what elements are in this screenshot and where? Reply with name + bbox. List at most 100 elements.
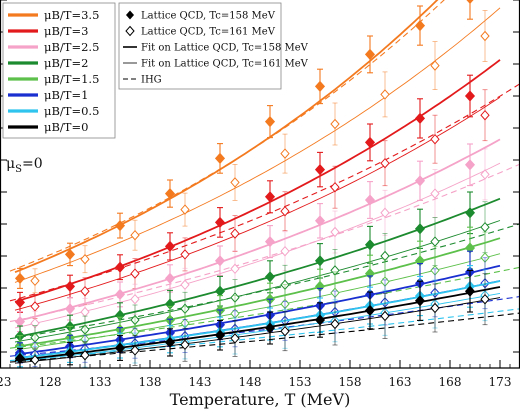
legend-mu-label: μB/T=1 [44, 88, 88, 102]
filled-point [114, 342, 126, 354]
open-point [230, 228, 240, 239]
open-point [280, 205, 290, 217]
filled-point [264, 191, 276, 203]
legend-mu-label: μB/T=0.5 [44, 104, 99, 118]
open-point [230, 333, 240, 344]
legend-style-label: IHG [141, 75, 162, 86]
filled-point [64, 303, 76, 315]
filled-point [414, 20, 426, 32]
x-tick-label: 123 [0, 375, 11, 389]
fit-161-line-3 [14, 220, 501, 343]
filled-point [364, 304, 376, 316]
filled-point [264, 236, 276, 248]
open-point [330, 226, 340, 238]
open-point [130, 229, 140, 241]
x-tick-label: 163 [389, 375, 412, 389]
legend-style-item: IHG [123, 75, 162, 86]
open-point [480, 169, 490, 180]
open-point [80, 349, 90, 361]
fit-161-line-7 [14, 297, 501, 364]
filled-point [114, 220, 126, 232]
filled-point [314, 80, 326, 92]
x-tick-label: 158 [339, 375, 362, 389]
open-point [80, 306, 90, 318]
filled-point [464, 90, 476, 102]
filled-point [464, 285, 476, 297]
legend-style: Lattice QCD, Tc=158 MeV Lattice QCD, Tc=1… [118, 2, 309, 90]
filled-point [314, 164, 326, 176]
legend-style-box [118, 2, 282, 90]
filled-point [264, 322, 276, 334]
x-tick-label: 148 [239, 375, 262, 389]
x-tick-label: 173 [489, 375, 512, 389]
filled-point [14, 352, 26, 364]
open-point [280, 325, 290, 337]
filled-point [264, 116, 276, 128]
x-tick-label: 128 [39, 375, 62, 389]
filled-point [14, 316, 26, 328]
open-point [280, 245, 290, 257]
legend-style-item: Fit on Lattice QCD, Tc=161 MeV [123, 59, 309, 70]
legend-mu-label: μB/T=0 [44, 120, 88, 134]
x-tick-label: 138 [139, 375, 162, 389]
legend-mu-box [2, 2, 116, 139]
filled-point [14, 272, 26, 284]
open-point [430, 188, 440, 199]
legend-style-label: Fit on Lattice QCD, Tc=158 MeV [141, 43, 309, 54]
legend-mu-label: μB/T=3 [44, 24, 88, 38]
open-point [330, 118, 340, 130]
open-point [380, 157, 390, 169]
annot-sub: S [15, 164, 22, 175]
open-point [80, 253, 90, 265]
open-point [330, 181, 340, 193]
open-point [130, 268, 140, 279]
open-point [480, 109, 490, 121]
open-point [130, 345, 140, 356]
fit-158-line-0 [14, 0, 439, 274]
open-point [430, 133, 440, 145]
filled-point [364, 194, 376, 206]
filled-point [314, 255, 326, 267]
filled-point [364, 48, 376, 60]
legend-style-item: Lattice QCD, Tc=158 MeV [126, 10, 276, 22]
legend-style-marker [126, 10, 134, 20]
series-0 [9, 0, 501, 294]
series-7 [9, 269, 520, 368]
filled-point [164, 272, 176, 284]
legend-style-label: Fit on Lattice QCD, Tc=161 MeV [141, 59, 309, 70]
legend-style-item: Lattice QCD, Tc=161 MeV [125, 25, 276, 38]
open-point [180, 279, 190, 291]
x-tick-label: 153 [289, 375, 312, 389]
open-point [480, 30, 490, 42]
filled-point [164, 336, 176, 348]
fit-161-line-0 [14, 7, 501, 283]
open-point [130, 293, 140, 305]
filled-point [364, 239, 376, 251]
filled-point [214, 152, 226, 164]
open-point [480, 221, 490, 233]
filled-point [464, 159, 476, 171]
legend-mu-label: μB/T=1.5 [44, 72, 99, 86]
open-point [430, 60, 440, 71]
filled-point [414, 295, 426, 307]
filled-point [64, 348, 76, 360]
open-point [380, 310, 390, 322]
filled-point [164, 188, 176, 200]
open-point [430, 302, 440, 314]
open-point [30, 301, 40, 312]
x-tick-label: 143 [189, 375, 212, 389]
open-point [30, 275, 40, 287]
filled-point [414, 223, 426, 235]
legend-mu-label: μB/T=3.5 [44, 8, 99, 22]
filled-point [214, 329, 226, 341]
mu-s-annotation: μS=0 [6, 156, 43, 175]
filled-point [264, 271, 276, 283]
open-point [180, 249, 190, 260]
legend-style-label: Lattice QCD, Tc=158 MeV [141, 11, 276, 22]
legend-mu-label: μB/T=2 [44, 56, 88, 70]
ihg-line-2 [9, 163, 520, 323]
filled-point [64, 280, 76, 292]
series-2 [9, 138, 520, 336]
legend-style-item: Fit on Lattice QCD, Tc=158 MeV [123, 43, 309, 54]
